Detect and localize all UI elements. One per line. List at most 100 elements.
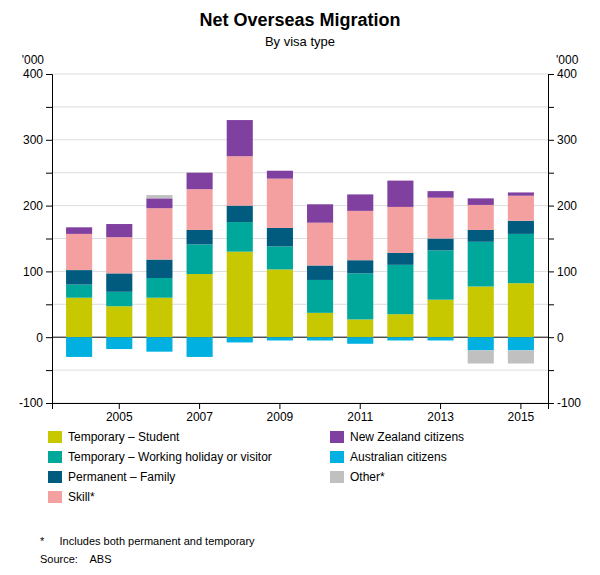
y-tick: 300: [23, 133, 52, 147]
legend-swatch: [48, 471, 62, 483]
bar: [146, 337, 172, 351]
y2-tick-label: -100: [557, 396, 581, 410]
bar: [66, 298, 92, 337]
x-tick: 2005: [106, 403, 133, 424]
bar: [307, 337, 333, 338]
bar: [146, 260, 172, 278]
y-tick: [46, 239, 52, 240]
bar-series: [146, 195, 534, 363]
bar: [106, 273, 132, 291]
bar: [307, 204, 333, 222]
bar: [468, 198, 494, 205]
grid: [52, 74, 548, 403]
y2-tick-label: 100: [557, 265, 577, 279]
bar: [187, 173, 213, 189]
y-tick-mark: [46, 403, 52, 404]
legend-label: Temporary – Working holiday or visitor: [68, 450, 272, 464]
bar: [187, 244, 213, 274]
bar-series: [66, 252, 534, 338]
legend-item: Australian citizens: [330, 450, 447, 464]
x-tick-mark: [119, 403, 120, 409]
y-tick-label: 300: [23, 133, 43, 147]
bar: [66, 227, 92, 234]
bar: [106, 306, 132, 337]
bar: [508, 350, 534, 363]
bar: [387, 207, 413, 253]
bar: [66, 285, 92, 298]
bar: [66, 270, 92, 284]
bar: [508, 337, 534, 350]
bar: [227, 156, 253, 205]
y-tick: 400: [23, 67, 52, 81]
y2-tick-mark: [548, 74, 554, 75]
chart: Net Overseas MigrationBy visa type200520…: [0, 0, 600, 575]
x-tick: 2015: [508, 403, 535, 424]
bar: [347, 337, 373, 344]
x-tick-mark: [279, 403, 280, 409]
x-tick-label: 2005: [106, 410, 133, 424]
bar: [428, 191, 454, 198]
bar: [387, 314, 413, 337]
y-tick-label: -100: [19, 396, 43, 410]
bar: [468, 287, 494, 338]
x-tick: 2011: [347, 403, 373, 424]
y2-tick-label: 0: [557, 331, 564, 345]
source: Source: ABS: [40, 553, 112, 565]
bar: [187, 189, 213, 230]
grid-line: [52, 370, 548, 371]
bar: [267, 269, 293, 337]
legend-item: New Zealand citizens: [330, 430, 464, 444]
y-tick: [46, 304, 52, 305]
bar: [227, 206, 253, 222]
bar: [347, 319, 373, 337]
legend-item: Skill*: [48, 490, 95, 504]
y-tick: 200: [23, 199, 52, 213]
bar: [508, 283, 534, 337]
y-tick: [46, 107, 52, 108]
y-axis-line: [46, 75, 53, 404]
bar: [146, 198, 172, 208]
bar: [307, 337, 333, 340]
legend-item: Other*: [330, 470, 385, 484]
bar: [508, 196, 534, 221]
y2-tick-mark: [548, 370, 554, 371]
y2-tick: [548, 173, 554, 174]
grid-line: [52, 139, 548, 140]
x-tick-label: 2015: [508, 410, 535, 424]
legend-label: New Zealand citizens: [350, 430, 464, 444]
bar-series: [66, 206, 534, 292]
y-tick-mark: [46, 239, 52, 240]
bar: [66, 337, 92, 338]
bars: [66, 120, 534, 363]
y-tick-label: 400: [23, 67, 43, 81]
y-tick: 0: [36, 331, 52, 345]
y2-tick-label: 200: [557, 199, 577, 213]
x-tick-label: 2007: [186, 410, 213, 424]
bar: [106, 292, 132, 306]
y2-tick: 0: [548, 331, 564, 345]
bar-series: [66, 222, 534, 319]
bar: [227, 337, 253, 338]
subtitle: By visa type: [265, 34, 335, 49]
bar: [187, 337, 213, 357]
y-tick: [46, 370, 52, 371]
y2-tick: [548, 304, 554, 305]
bar: [307, 265, 333, 279]
legend: Temporary – StudentTemporary – Working h…: [48, 430, 464, 504]
bar: [508, 192, 534, 195]
bar: [146, 298, 172, 337]
bar: [106, 224, 132, 237]
y-tick-label: 100: [23, 265, 43, 279]
y-tick-mark: [46, 206, 52, 207]
legend-label: Australian citizens: [350, 450, 447, 464]
grid-line: [52, 74, 548, 75]
bar: [106, 237, 132, 273]
x-tick-label: 2009: [267, 410, 294, 424]
bar: [347, 337, 373, 338]
bar: [468, 242, 494, 287]
bar: [508, 234, 534, 283]
bar: [307, 313, 333, 337]
bar: [187, 230, 213, 244]
x-tick-mark: [440, 403, 441, 409]
bar: [428, 337, 454, 338]
